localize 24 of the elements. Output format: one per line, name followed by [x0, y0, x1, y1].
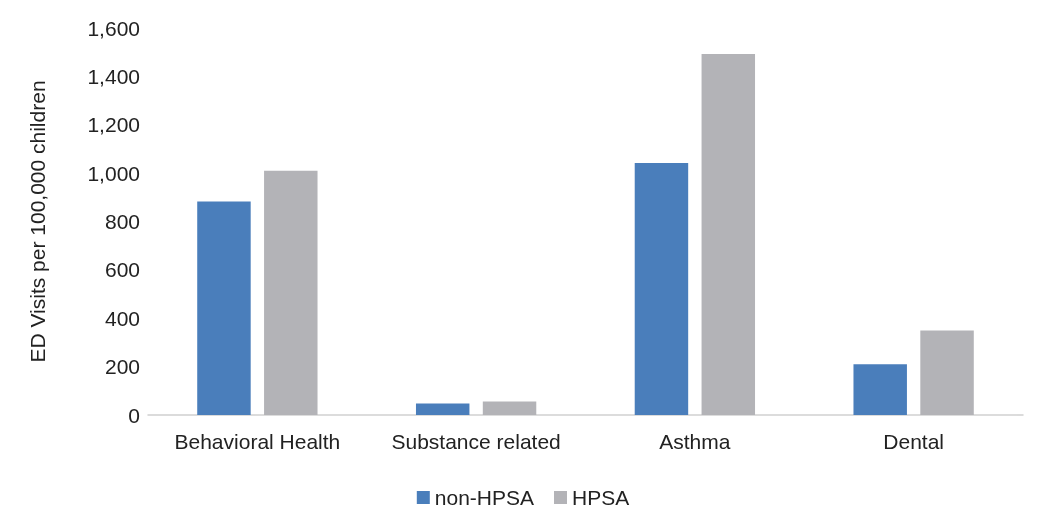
bar — [701, 53, 756, 415]
y-tick-label: 0 — [128, 403, 140, 427]
bar — [853, 364, 907, 415]
x-tick-label: Substance related — [391, 430, 561, 453]
legend-label: non-HPSA — [434, 486, 535, 509]
bar — [920, 330, 974, 415]
x-tick-label: Behavioral Health — [174, 430, 341, 453]
y-tick-label: 1,600 — [87, 16, 140, 40]
x-tick-label: Dental — [883, 430, 944, 453]
y-axis-title: ED Visits per 100,000 children — [26, 80, 49, 363]
bar — [197, 201, 251, 415]
legend-label: HPSA — [572, 486, 630, 509]
y-tick-label: 1,000 — [87, 161, 140, 185]
y-tick-label: 600 — [104, 258, 140, 282]
y-tick-label: 1,400 — [87, 64, 140, 88]
bar — [415, 403, 470, 415]
y-tick-label: 200 — [104, 355, 140, 379]
bar — [482, 401, 537, 415]
y-tick-label: 400 — [104, 306, 140, 330]
y-tick-label: 800 — [104, 210, 140, 233]
y-tick-label: 1,200 — [87, 113, 140, 137]
x-tick-label: Asthma — [659, 430, 731, 453]
bar — [634, 162, 689, 415]
bar — [264, 170, 318, 415]
